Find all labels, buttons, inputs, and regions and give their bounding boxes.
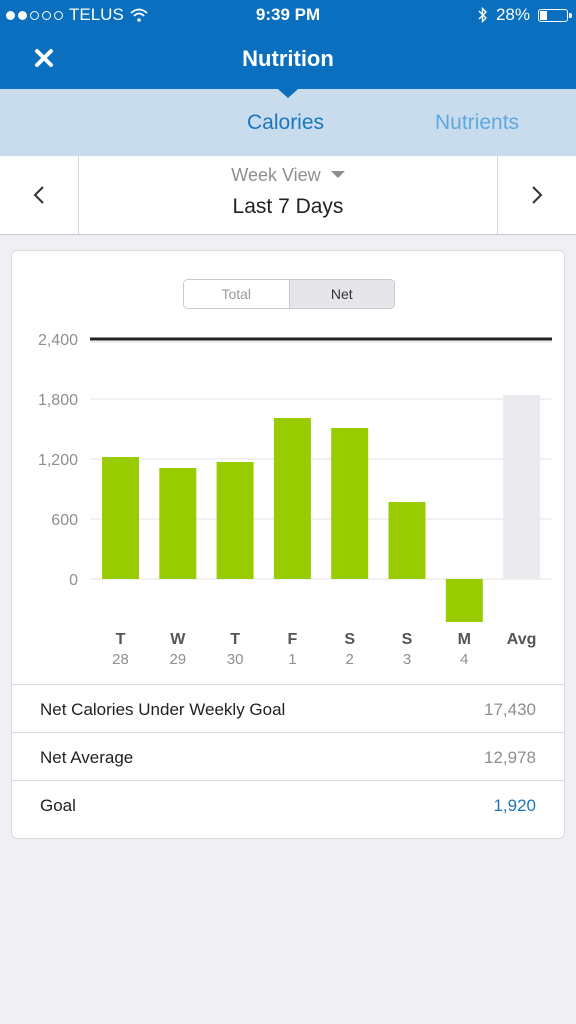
stat-label: Goal [40, 796, 76, 815]
bluetooth-icon [478, 7, 487, 23]
battery-icon [538, 8, 572, 22]
day-bar [445, 579, 483, 622]
x-day-label: F [288, 631, 298, 648]
view-mode-dropdown[interactable]: Week View [0, 165, 576, 186]
page-title: Nutrition [242, 46, 334, 71]
day-bar [388, 502, 426, 579]
calorie-summary-card: 2,400 1,800 1,200 600 0 T 28 W 29 T 30 F 1 S 2 S 3 M 4 Avg … [11, 250, 565, 839]
date-range-label: Last 7 Days [232, 195, 344, 218]
close-icon[interactable] [28, 42, 60, 74]
date-selector: Week View Last 7 Days [0, 156, 576, 235]
battery-percent: 28% [495, 5, 530, 24]
status-bar: TELUS 9:39 PM 28% [0, 0, 576, 30]
day-bar [331, 428, 369, 579]
x-day-label: W [170, 631, 186, 648]
y-tick-label: 1,800 [38, 392, 78, 409]
x-date-label: 28 [112, 651, 129, 668]
view-mode-label: Week View [231, 165, 321, 185]
x-day-label: M [458, 631, 471, 648]
day-bar [102, 457, 139, 579]
day-bar [273, 418, 311, 579]
x-day-label: Avg [507, 631, 537, 648]
y-tick-label: 0 [69, 572, 78, 589]
x-date-label: 4 [460, 651, 468, 668]
average-bar [503, 395, 541, 579]
previous-period-button[interactable] [0, 156, 79, 234]
status-right: 28% [478, 5, 572, 25]
stat-label: Net Calories Under Weekly Goal [40, 700, 286, 719]
tab-calories[interactable]: Calories [247, 111, 325, 134]
tab-bar: Calories Nutrients [0, 89, 576, 156]
next-period-button[interactable] [497, 156, 576, 234]
goal-value-link[interactable]: 1,920 [493, 796, 536, 815]
y-tick-label: 600 [51, 512, 78, 529]
y-tick-label: 1,200 [38, 452, 78, 469]
chevron-right-icon [532, 186, 543, 204]
stat-row-weekly-goal: Net Calories Under Weekly Goal 17,430 [12, 684, 564, 732]
caret-down-icon [330, 171, 345, 179]
clock: 9:39 PM [255, 5, 321, 24]
stat-row-net-average: Net Average 12,978 [12, 732, 564, 780]
active-tab-indicator [278, 89, 298, 98]
total-net-toggle[interactable]: Total Net [183, 279, 395, 309]
status-left: TELUS [6, 5, 148, 25]
x-day-label: T [116, 631, 126, 648]
toggle-net[interactable]: Net [288, 280, 394, 308]
x-date-label: 3 [403, 651, 411, 668]
stat-value: 17,430 [484, 700, 536, 719]
day-bar [216, 462, 254, 579]
wifi-icon [130, 8, 148, 22]
stat-value: 12,978 [484, 748, 536, 767]
x-day-label: S [344, 631, 355, 648]
nav-bar: Nutrition [0, 30, 576, 89]
x-date-label: 29 [169, 651, 186, 668]
stat-label: Net Average [40, 748, 134, 767]
net-calories-chart: 2,400 1,800 1,200 600 0 T 28 W 29 T 30 F 1 S 2 S 3 M 4 Avg [38, 332, 552, 668]
toggle-total[interactable]: Total [184, 280, 289, 308]
stat-row-goal[interactable]: Goal 1,920 [12, 780, 564, 828]
x-day-label: S [402, 631, 413, 648]
x-date-label: 2 [346, 651, 354, 668]
carrier-label: TELUS [69, 5, 124, 24]
signal-strength-icon [6, 10, 63, 20]
y-tick-label: 2,400 [38, 332, 78, 349]
x-date-label: 1 [288, 651, 296, 668]
tab-nutrients[interactable]: Nutrients [435, 111, 520, 134]
x-date-label: 30 [227, 651, 244, 668]
day-bar [159, 468, 197, 579]
x-day-label: T [230, 631, 240, 648]
chevron-left-icon [33, 186, 44, 204]
